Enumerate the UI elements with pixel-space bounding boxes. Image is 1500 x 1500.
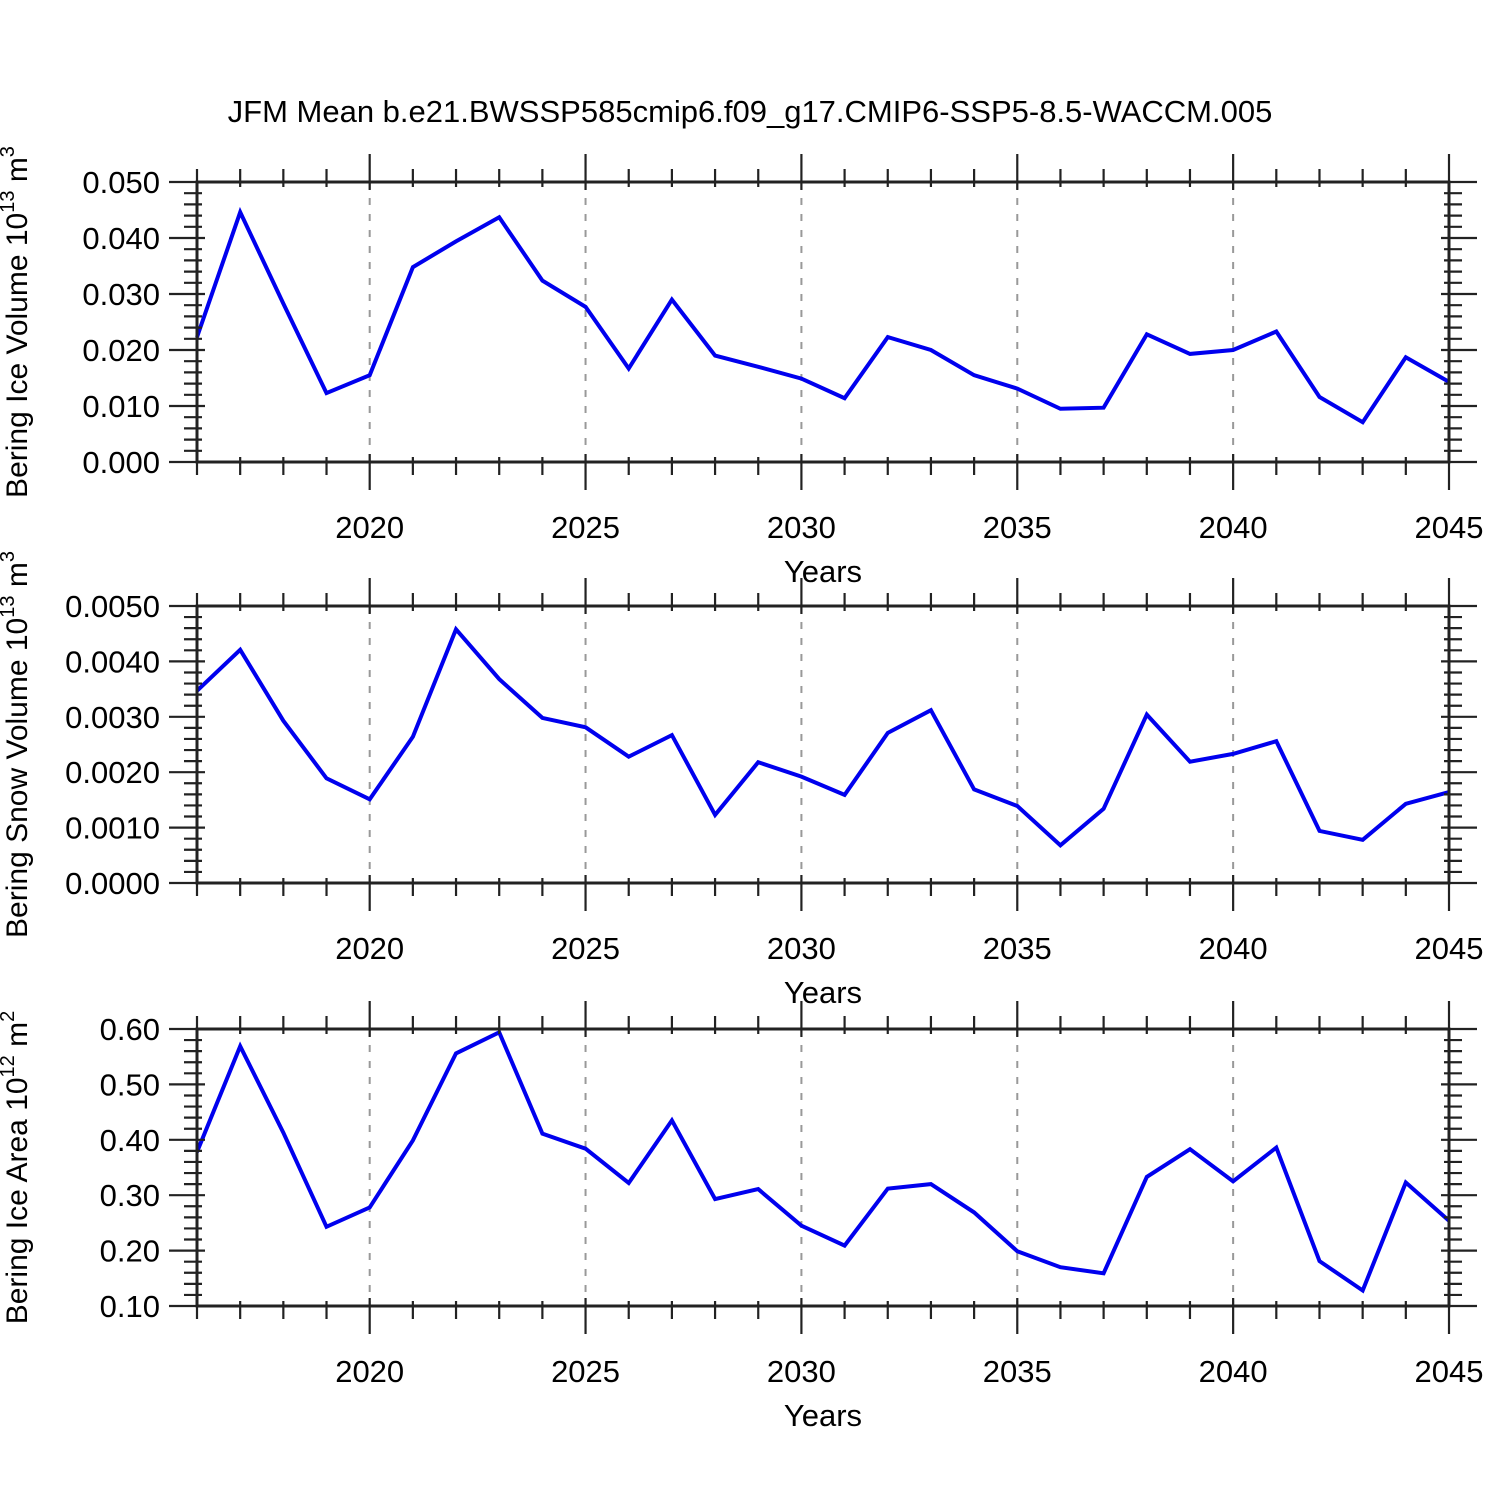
axis-ticks bbox=[169, 1001, 1477, 1334]
y-axis-title: Bering Ice Volume 1013 m3 bbox=[0, 146, 34, 498]
axis-ticks bbox=[169, 154, 1477, 490]
y-tick-label: 0.040 bbox=[82, 221, 160, 256]
x-tick-label: 2035 bbox=[983, 1354, 1052, 1389]
axis-ticks bbox=[169, 578, 1477, 911]
y-tick-label: 0.0050 bbox=[65, 589, 160, 624]
y-tick-label: 0.0030 bbox=[65, 700, 160, 735]
y-tick-label: 0.0000 bbox=[65, 866, 160, 901]
x-tick-label: 2045 bbox=[1415, 510, 1484, 545]
y-tick-label: 0.10 bbox=[100, 1289, 160, 1324]
plot-frame bbox=[195, 1027, 1451, 1308]
x-tick-label: 2020 bbox=[335, 510, 404, 545]
y-tick-label: 0.030 bbox=[82, 277, 160, 312]
x-axis-title: Years bbox=[784, 975, 862, 1010]
x-tick-label: 2035 bbox=[983, 510, 1052, 545]
x-tick-label: 2025 bbox=[551, 931, 620, 966]
plot-frame bbox=[195, 604, 1451, 885]
x-tick-label: 2020 bbox=[335, 931, 404, 966]
x-tick-label: 2025 bbox=[551, 510, 620, 545]
panel-bering-ice-area: 0.10 0.20 0.30 0.40 0.50 0.60 2020 2025 2030 2035… bbox=[0, 1001, 1483, 1433]
y-tick-label: 0.020 bbox=[82, 333, 160, 368]
y-tick-label: 0.0020 bbox=[65, 755, 160, 790]
y-tick-label: 0.20 bbox=[100, 1234, 160, 1269]
y-tick-label: 0.050 bbox=[82, 165, 160, 200]
x-tick-label: 2040 bbox=[1199, 510, 1268, 545]
x-tick-label: 2040 bbox=[1199, 931, 1268, 966]
y-tick-label: 0.000 bbox=[82, 445, 160, 480]
x-tick-label: 2045 bbox=[1415, 931, 1484, 966]
panel-bering-snow-volume: 0.0000 0.0010 0.0020 0.0030 0.0040 0.0050 2020… bbox=[0, 551, 1483, 1010]
y-axis-title: Bering Snow Volume 1013 m3 bbox=[0, 551, 34, 938]
x-tick-label: 2030 bbox=[767, 931, 836, 966]
chart-title: JFM Mean b.e21.BWSSP585cmip6.f09_g17.CMI… bbox=[227, 94, 1273, 129]
data-line-bering-ice-volume bbox=[195, 206, 1450, 425]
y-tick-label: 0.50 bbox=[100, 1067, 160, 1102]
plot-frame bbox=[195, 180, 1451, 464]
y-tick-label: 0.0040 bbox=[65, 644, 160, 679]
x-tick-label: 2030 bbox=[767, 1354, 836, 1389]
y-tick-label: 0.30 bbox=[100, 1178, 160, 1213]
x-axis-title: Years bbox=[784, 1398, 862, 1433]
data-line-bering-ice-area bbox=[195, 1029, 1451, 1294]
y-tick-label: 0.40 bbox=[100, 1123, 160, 1158]
x-axis-title: Years bbox=[784, 554, 862, 589]
data-line-bering-snow-volume bbox=[195, 625, 1450, 848]
x-tick-label: 2020 bbox=[335, 1354, 404, 1389]
panel-bering-ice-volume: 0.000 0.010 0.020 0.030 0.040 0.050 2020 2025 20… bbox=[0, 146, 1483, 589]
y-tick-label: 0.60 bbox=[100, 1012, 160, 1047]
x-tick-label: 2025 bbox=[551, 1354, 620, 1389]
y-axis-title: Bering Ice Area 1012 m2 bbox=[0, 1011, 34, 1325]
x-tick-label: 2030 bbox=[767, 510, 836, 545]
y-tick-label: 0.010 bbox=[82, 389, 160, 424]
x-tick-label: 2045 bbox=[1415, 1354, 1484, 1389]
x-tick-label: 2040 bbox=[1199, 1354, 1268, 1389]
y-tick-label: 0.0010 bbox=[65, 811, 160, 846]
x-tick-label: 2035 bbox=[983, 931, 1052, 966]
